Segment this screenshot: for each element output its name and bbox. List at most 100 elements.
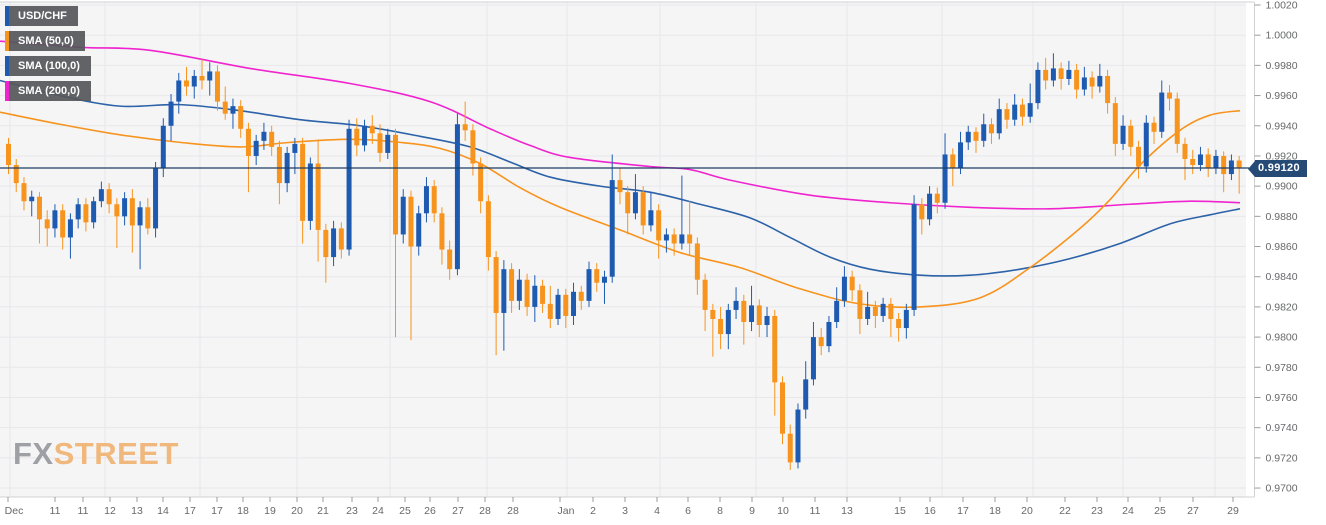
x-axis-label[interactable]: 25 xyxy=(399,505,411,517)
x-axis-label[interactable]: 24 xyxy=(372,505,384,517)
x-axis-label[interactable]: 15 xyxy=(894,505,906,517)
candle-body xyxy=(965,131,971,143)
x-axis-label[interactable]: 11 xyxy=(78,505,89,517)
x-axis-label[interactable]: 18 xyxy=(989,505,1001,517)
sma200-swatch-icon xyxy=(5,81,9,101)
x-axis-label[interactable]: 2 xyxy=(590,505,596,517)
x-axis-label[interactable]: 27 xyxy=(452,505,464,517)
candle-body xyxy=(927,193,933,220)
x-axis-label[interactable]: 17 xyxy=(957,505,969,517)
candle-body xyxy=(129,198,135,226)
y-axis-label[interactable]: 0.9780 xyxy=(1266,362,1298,374)
y-axis-label[interactable]: 0.9940 xyxy=(1266,120,1298,132)
candle-body xyxy=(393,134,398,235)
y-axis-label[interactable]: 0.9860 xyxy=(1266,241,1298,253)
legend-item-usdchf[interactable]: USD/CHF xyxy=(5,6,78,26)
candle-body xyxy=(911,204,917,310)
y-axis-label[interactable]: 0.9800 xyxy=(1266,332,1298,344)
x-axis-label[interactable]: Jan xyxy=(558,505,575,517)
sma50-swatch-icon xyxy=(5,31,9,51)
x-axis-label[interactable]: 11 xyxy=(810,505,821,517)
y-axis-label[interactable]: 0.9960 xyxy=(1266,90,1298,102)
candle-body xyxy=(1167,92,1172,99)
candle-body xyxy=(1074,69,1080,90)
candle-body xyxy=(408,196,414,247)
y-axis-label[interactable]: 0.9920 xyxy=(1266,150,1298,162)
candle-body xyxy=(416,213,422,247)
x-axis-label[interactable]: 29 xyxy=(1227,505,1239,517)
x-axis-label[interactable]: 6 xyxy=(685,505,691,517)
x-axis-label[interactable]: 11 xyxy=(50,505,61,517)
y-axis-label[interactable]: 0.9840 xyxy=(1266,271,1298,283)
y-axis-label[interactable]: 0.9760 xyxy=(1266,392,1298,404)
x-axis-label[interactable]: 28 xyxy=(507,505,519,517)
legend-item-sma100[interactable]: SMA (100,0) xyxy=(5,56,91,76)
x-axis-label[interactable]: 17 xyxy=(211,505,223,517)
candle-body xyxy=(214,71,220,102)
candle-body xyxy=(903,309,909,329)
x-axis-label[interactable]: 18 xyxy=(237,505,249,517)
x-axis-label[interactable]: 23 xyxy=(1091,505,1103,517)
x-axis-label[interactable]: 8 xyxy=(717,505,723,517)
candle-body xyxy=(83,204,89,223)
y-axis-label[interactable]: 0.9820 xyxy=(1266,301,1298,313)
candle-body xyxy=(300,143,306,221)
x-axis-label[interactable]: 26 xyxy=(424,505,436,517)
candle-body xyxy=(702,279,708,310)
x-axis-label[interactable]: 23 xyxy=(346,505,358,517)
x-axis-label[interactable]: 9 xyxy=(749,505,755,517)
x-axis-label[interactable]: 12 xyxy=(104,505,116,517)
candle-body xyxy=(493,257,499,313)
candle-body xyxy=(694,243,700,280)
y-axis-label[interactable]: 0.9700 xyxy=(1266,483,1298,495)
x-axis-label[interactable]: 19 xyxy=(264,505,276,517)
candle-body xyxy=(307,163,313,221)
candle-body xyxy=(756,305,762,326)
candle-body xyxy=(362,125,368,146)
x-axis-label[interactable]: 13 xyxy=(841,505,853,517)
x-axis-label[interactable]: 21 xyxy=(317,505,329,517)
candle-body xyxy=(780,382,785,434)
candle-body xyxy=(663,234,669,241)
candle-body xyxy=(160,125,166,169)
x-axis-label[interactable]: 3 xyxy=(622,505,628,517)
x-axis-label[interactable]: 17 xyxy=(184,505,196,517)
legend-label: SMA (200,0) xyxy=(18,85,80,97)
candle-body xyxy=(973,131,979,141)
legend-item-sma50[interactable]: SMA (50,0) xyxy=(5,31,85,51)
y-axis-label[interactable]: 0.9980 xyxy=(1266,60,1298,72)
x-axis-label[interactable]: Dec xyxy=(5,505,24,517)
y-axis-label[interactable]: 0.9880 xyxy=(1266,211,1298,223)
x-axis-label[interactable]: 13 xyxy=(131,505,143,517)
x-axis-label[interactable]: 14 xyxy=(157,505,169,517)
x-axis-label[interactable]: 25 xyxy=(1154,505,1166,517)
x-axis-label[interactable]: 27 xyxy=(1187,505,1199,517)
y-axis-label[interactable]: 0.9900 xyxy=(1266,181,1298,193)
candle-body xyxy=(718,318,724,335)
x-axis-label[interactable]: 20 xyxy=(291,505,303,517)
x-axis-label[interactable]: 10 xyxy=(777,505,789,517)
candle-body xyxy=(470,130,476,164)
y-axis-label[interactable]: 1.0020 xyxy=(1266,0,1298,12)
legend-item-sma200[interactable]: SMA (200,0) xyxy=(5,81,91,101)
x-axis-label[interactable]: 22 xyxy=(1059,505,1071,517)
y-axis-label[interactable]: 0.9740 xyxy=(1266,422,1298,434)
candle-body xyxy=(594,269,600,283)
candle-body xyxy=(803,379,809,410)
candle-body xyxy=(648,210,654,226)
x-axis-label[interactable]: 4 xyxy=(654,505,660,517)
candle-body xyxy=(485,201,491,258)
candle-body xyxy=(377,133,383,153)
x-axis-label[interactable]: 16 xyxy=(924,505,936,517)
candle-body xyxy=(896,318,902,329)
candle-body xyxy=(764,315,770,326)
x-axis-label[interactable]: 20 xyxy=(1021,505,1033,517)
candle-body xyxy=(810,337,816,380)
candle-body xyxy=(1112,103,1118,144)
x-axis-label[interactable]: 28 xyxy=(479,505,491,517)
x-axis-label[interactable]: 24 xyxy=(1122,505,1134,517)
y-axis-label[interactable]: 0.9720 xyxy=(1266,452,1298,464)
y-axis-label[interactable]: 1.0000 xyxy=(1266,30,1298,42)
